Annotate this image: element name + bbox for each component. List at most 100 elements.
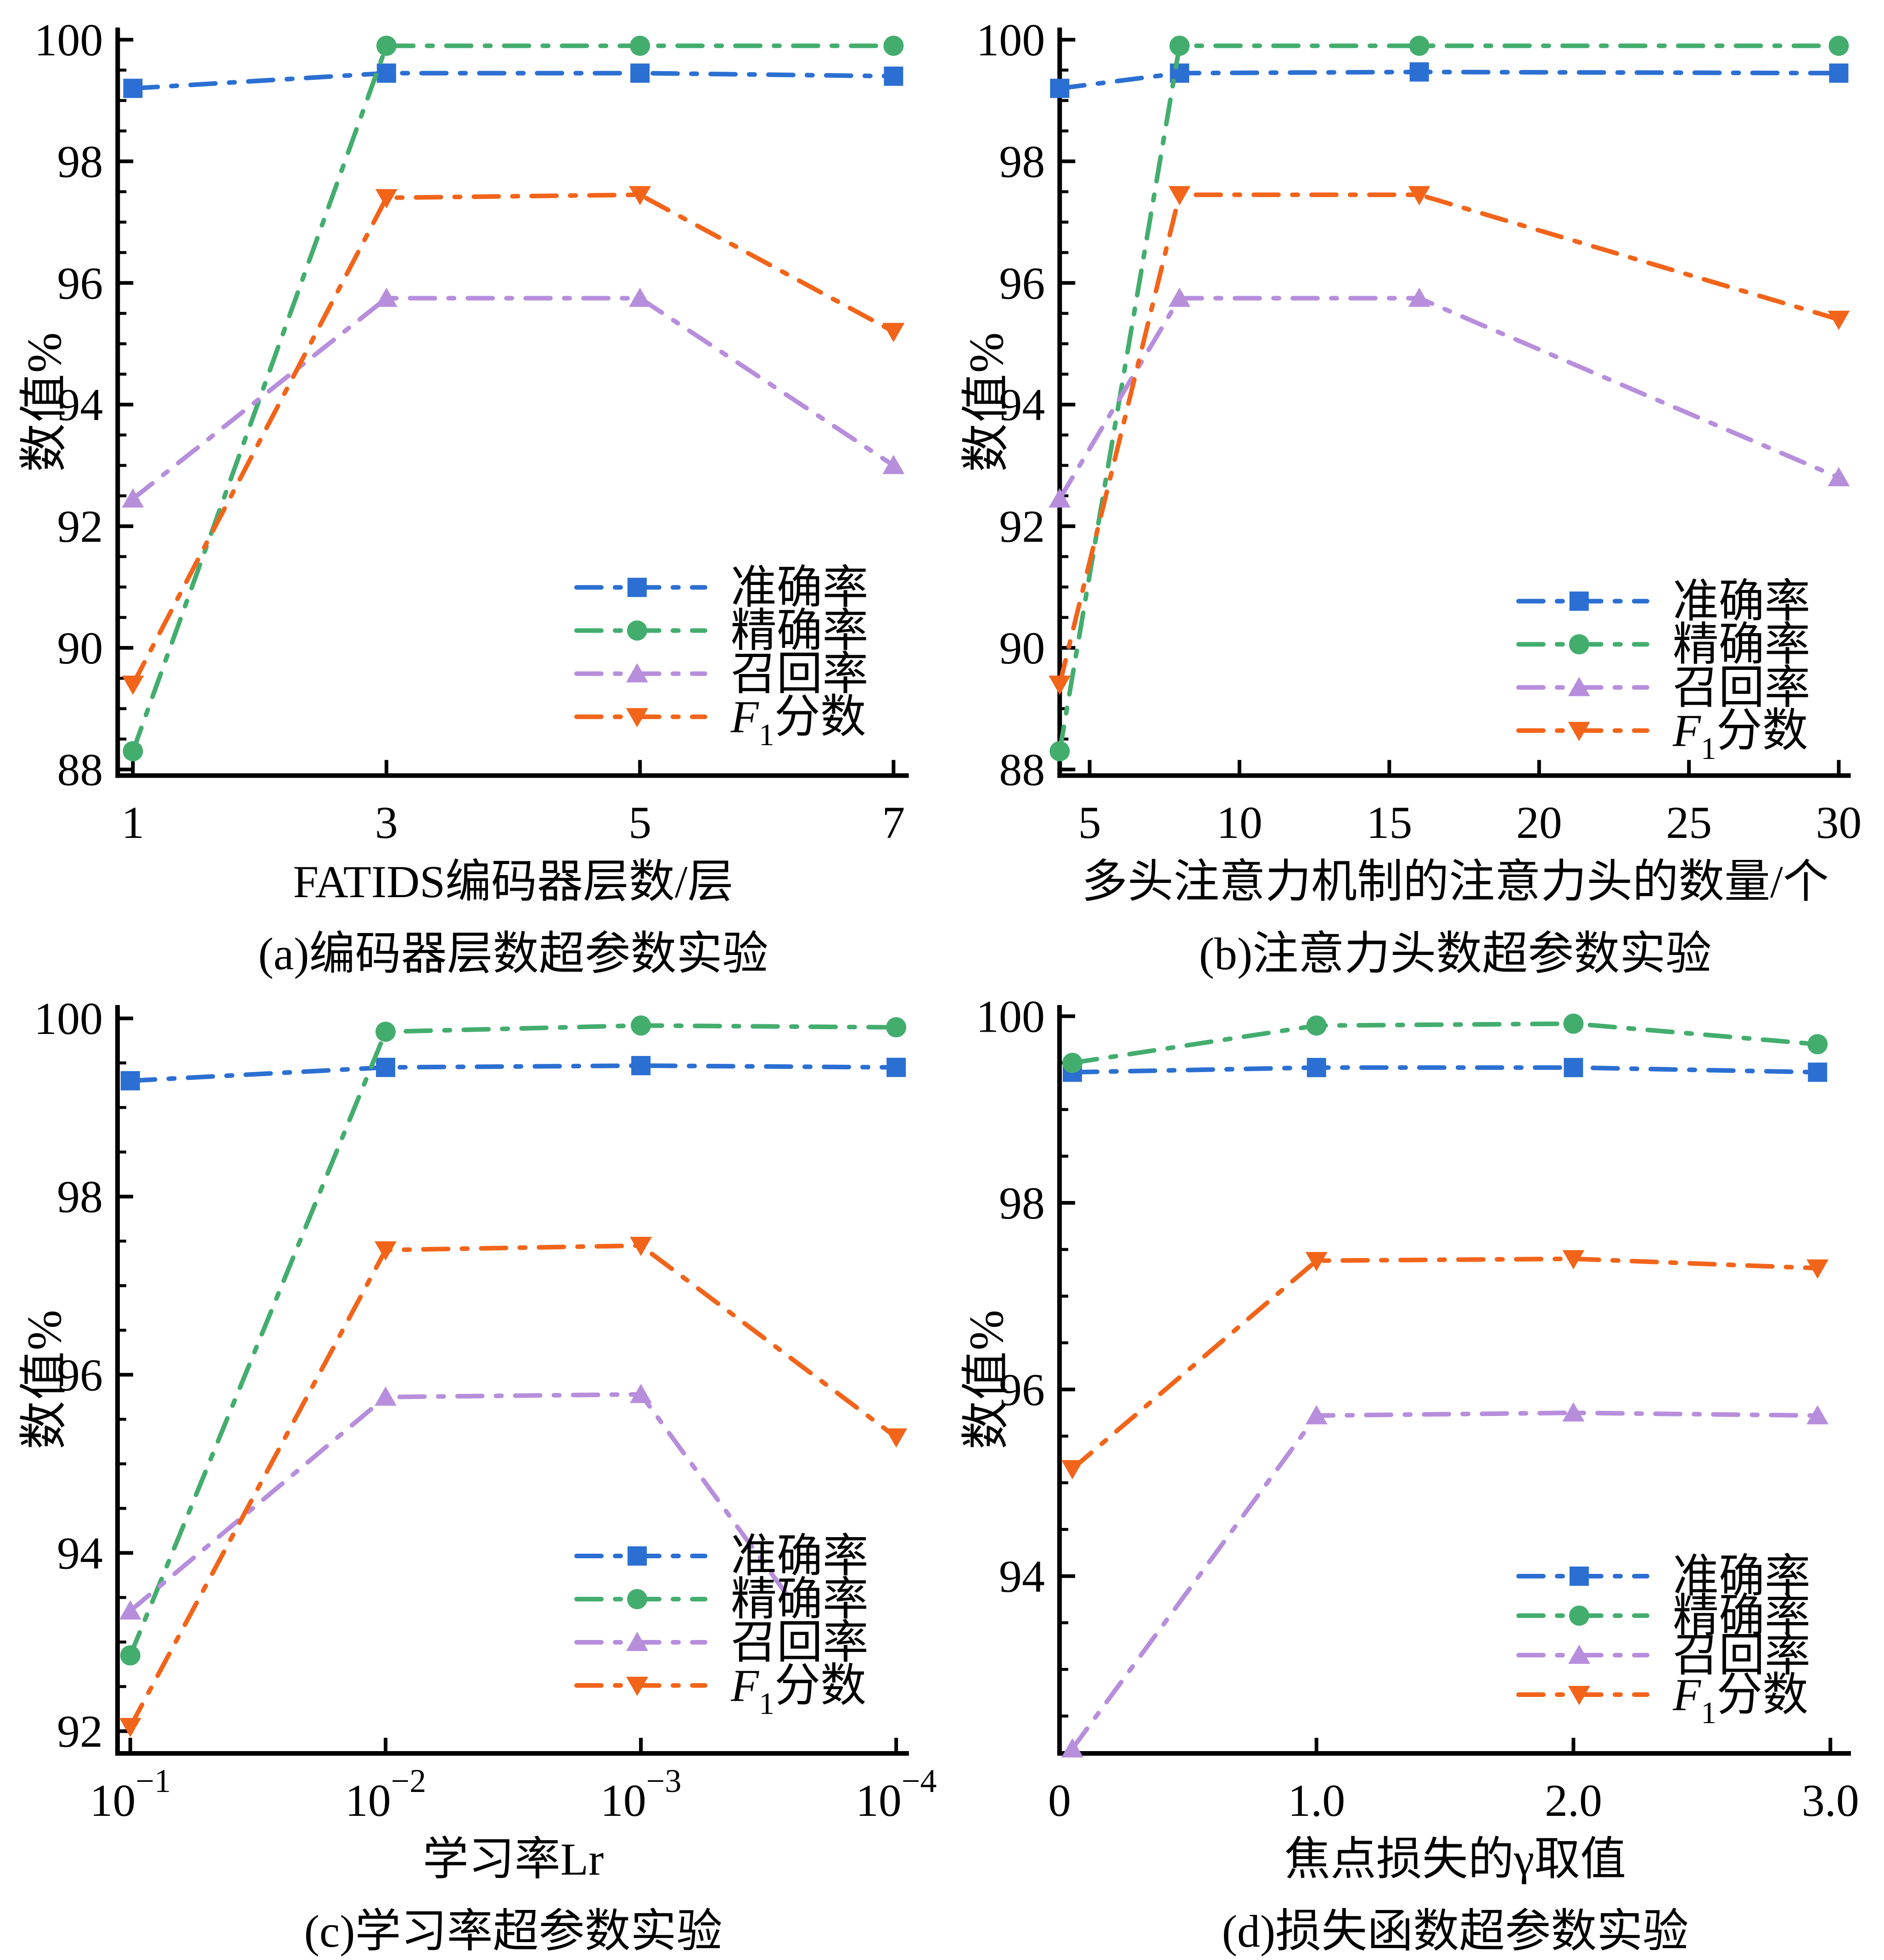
square-marker (631, 1056, 651, 1075)
x-axis-label: 学习率Lr (422, 1834, 604, 1885)
triangle-up-marker (629, 287, 651, 307)
y-tick-label: 96 (999, 1364, 1045, 1415)
triangle-up-marker (122, 488, 144, 508)
square-marker (120, 1071, 140, 1090)
subplot-d: 94 96 98 100 0 1.0 2.0 3.0 准确率 精确率 召回率 F1分数 数值% 焦点损… (942, 977, 1884, 1957)
triangle-down-marker (1049, 675, 1071, 695)
series-line (1057, 192, 1841, 687)
x-tick-label: 10−3 (600, 1763, 682, 1826)
y-tick-label: 100 (976, 14, 1045, 65)
triangle-up-marker (630, 1383, 652, 1403)
triangle-down-marker (122, 675, 144, 695)
triangle-down-marker (1061, 1460, 1083, 1480)
circle-marker (1569, 634, 1589, 655)
legend-label: 精确率 (731, 1574, 869, 1625)
subplot-caption: (b)注意力头数超参数实验 (1199, 928, 1712, 979)
subplot-a: 88 90 92 94 96 98 100 1 3 5 7 准确率 精确率 召回率 F1分数 数值% FAT… (0, 0, 942, 979)
x-tick-label: 20 (1516, 797, 1562, 848)
y-tick-label: 92 (57, 501, 103, 552)
square-marker (630, 63, 650, 83)
x-tick-label: 1.0 (1288, 1775, 1345, 1826)
circle-marker (627, 1589, 647, 1609)
triangle-down-marker (1806, 1259, 1829, 1279)
circle-marker (631, 1015, 651, 1036)
triangle-down-marker (1562, 1250, 1585, 1269)
series-line (1070, 1410, 1820, 1751)
x-tick-label: 3.0 (1802, 1775, 1859, 1826)
square-marker (627, 578, 647, 597)
y-axis-label: 数值% (17, 1309, 71, 1450)
square-marker (1829, 63, 1849, 83)
y-tick-label: 100 (976, 991, 1045, 1042)
legend-label: 召回率 (731, 648, 869, 699)
triangle-down-marker (626, 1677, 648, 1696)
x-tick-label: 25 (1666, 797, 1712, 848)
triangle-down-marker (1568, 1686, 1590, 1705)
circle-marker (1569, 1606, 1589, 1626)
circle-marker (1563, 1013, 1584, 1034)
y-tick-label: 94 (999, 379, 1045, 430)
circle-marker (1306, 1015, 1327, 1036)
triangle-up-marker (882, 455, 905, 474)
circle-marker (120, 1645, 140, 1666)
circle-marker (123, 741, 143, 762)
y-tick-label: 100 (34, 14, 103, 65)
series-line (130, 192, 896, 687)
y-tick-label: 90 (57, 623, 103, 674)
triangle-down-marker (1408, 186, 1430, 206)
y-tick-label: 94 (57, 379, 103, 430)
triangle-up-marker (119, 1600, 141, 1620)
series-line (130, 43, 896, 754)
y-tick-label: 98 (57, 1171, 103, 1222)
legend-label: F1分数 (1672, 705, 1808, 766)
triangle-down-marker (1568, 722, 1590, 741)
square-marker (376, 1057, 395, 1077)
square-marker (1050, 79, 1070, 98)
y-tick-label: 88 (999, 744, 1045, 795)
square-marker (1570, 1567, 1589, 1586)
triangle-up-marker (1568, 677, 1590, 696)
legend-label: 准确率 (731, 562, 869, 613)
x-axis-label: 焦点损失的γ取值 (1284, 1834, 1626, 1885)
triangle-up-marker (375, 287, 398, 307)
triangle-up-marker (1828, 467, 1850, 487)
square-marker (1306, 1058, 1326, 1078)
triangle-up-marker (1305, 1405, 1328, 1425)
y-tick-label: 88 (57, 744, 103, 795)
series-line (128, 1243, 899, 1729)
x-axis-label: 多头注意力机制的注意力头的数量/个 (1082, 856, 1829, 907)
legend-label: 准确率 (1673, 1551, 1811, 1602)
legend-label: 精确率 (731, 605, 869, 656)
triangle-down-marker (1305, 1252, 1328, 1271)
y-tick-label: 100 (34, 993, 103, 1044)
legend-label: F1分数 (730, 691, 866, 752)
y-axis-label: 数值% (959, 1309, 1013, 1450)
x-tick-label: 3 (375, 797, 398, 848)
triangle-down-marker (1828, 310, 1850, 330)
series-line (128, 1023, 899, 1658)
square-marker (1569, 591, 1589, 611)
y-tick-label: 94 (57, 1528, 103, 1578)
series-line (1057, 296, 1841, 501)
x-tick-label: 2.0 (1545, 1775, 1602, 1826)
triangle-up-marker (1562, 1402, 1585, 1422)
triangle-up-marker (626, 1632, 648, 1651)
triangle-up-marker (1806, 1405, 1829, 1425)
triangle-down-marker (885, 1428, 908, 1448)
y-tick-label: 90 (999, 623, 1045, 674)
y-tick-label: 96 (57, 1349, 103, 1400)
triangle-up-marker (1168, 287, 1191, 307)
x-tick-label: 0 (1048, 1775, 1071, 1826)
subplot-caption: (d)损失函数超参数实验 (1222, 1906, 1689, 1957)
triangle-down-marker (882, 323, 905, 343)
series-line (1070, 1021, 1820, 1065)
circle-marker (1828, 35, 1849, 56)
triangle-down-marker (374, 1241, 397, 1261)
y-tick-label: 96 (999, 258, 1045, 309)
triangle-down-marker (119, 1718, 141, 1737)
series-line (130, 71, 896, 91)
triangle-down-marker (626, 708, 648, 728)
x-tick-label: 5 (1078, 797, 1101, 848)
